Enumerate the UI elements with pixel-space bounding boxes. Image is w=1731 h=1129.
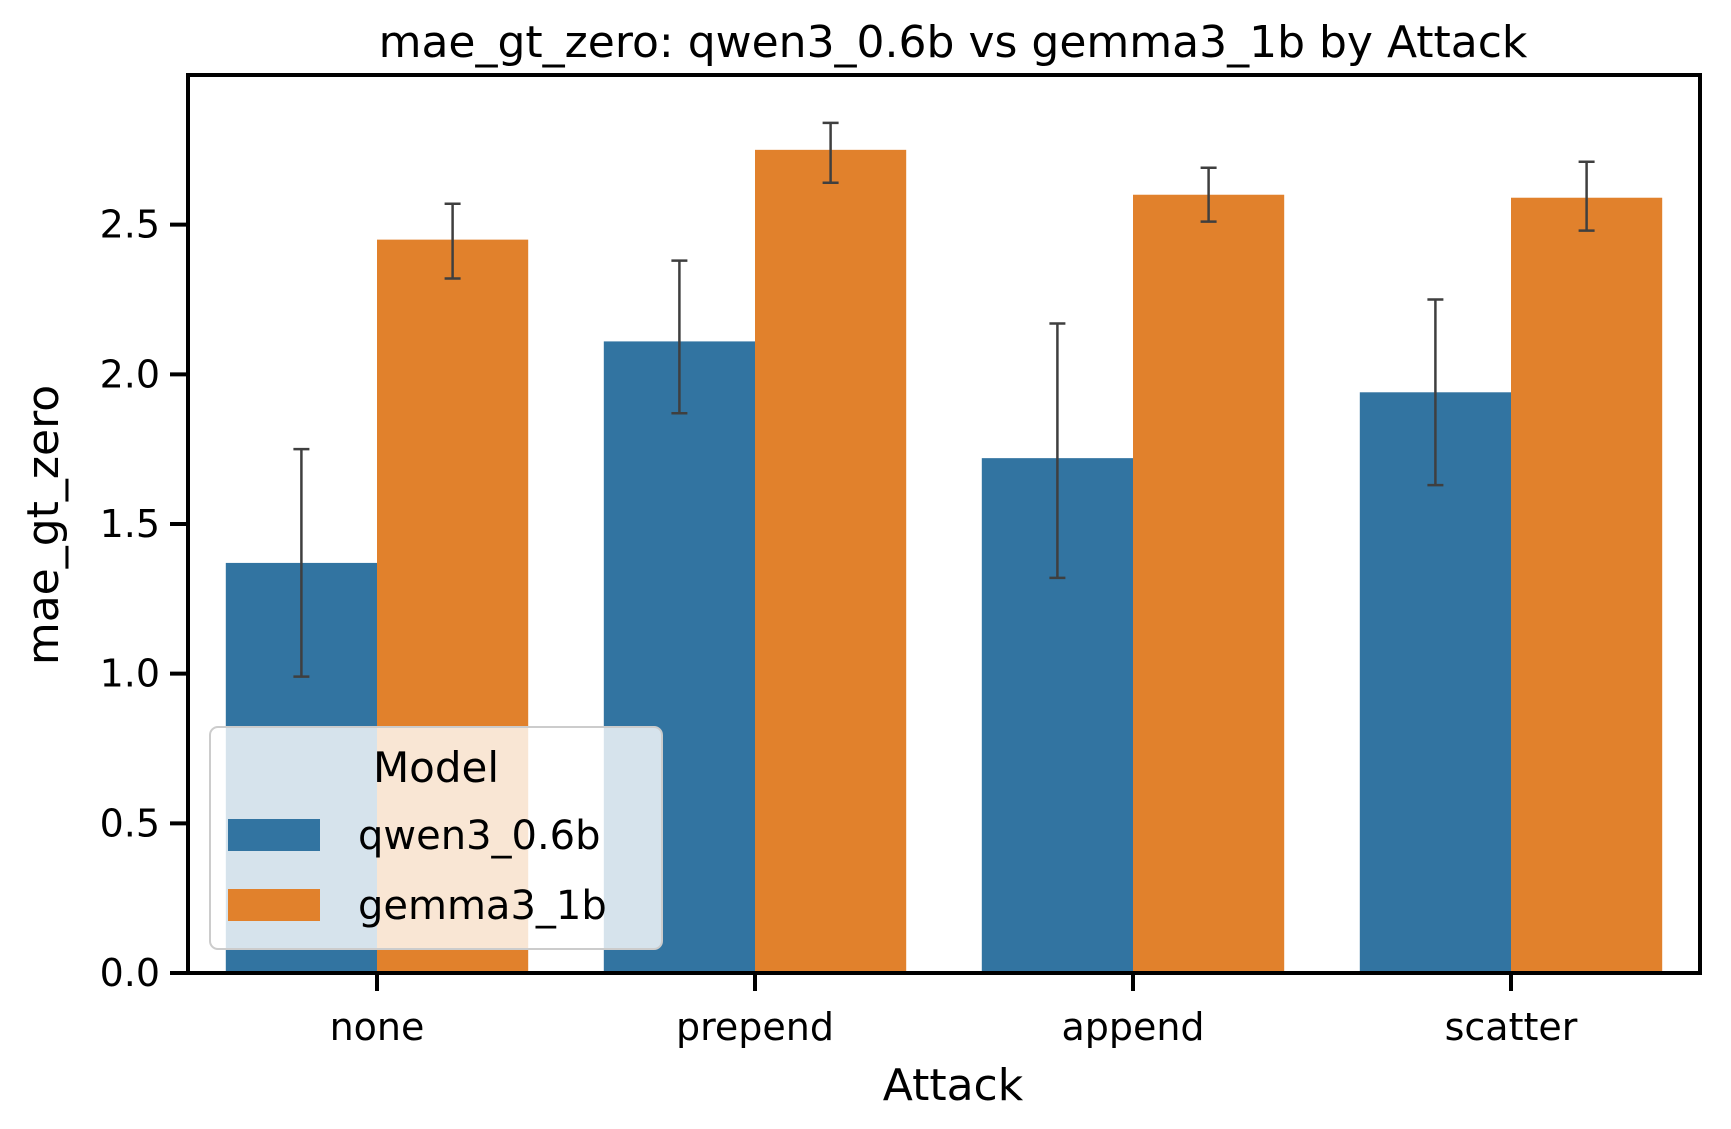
y-tick-label: 1.0: [100, 652, 160, 696]
x-tick-label-none: none: [330, 1005, 425, 1049]
legend: Model qwen3_0.6b gemma3_1b: [209, 726, 663, 950]
error-bar-qwen3_0.6b-scatter: [1427, 298, 1444, 487]
bar-gemma3_1b-scatter: [1511, 197, 1663, 973]
legend-swatch-qwen3_0.6b: [228, 819, 320, 851]
legend-box: [209, 726, 663, 950]
error-bar-gemma3_1b-scatter: [1578, 160, 1595, 232]
error-bar-qwen3_0.6b-none: [293, 447, 310, 678]
bar-gemma3_1b-append: [1133, 194, 1285, 973]
legend-swatch-gemma3_1b: [228, 889, 320, 921]
axes-layer: 0.0 0.5 1.0 1.5 2.0 2.5 none prepend append scatt…: [100, 73, 1702, 1049]
y-axis-label: mae_gt_zero: [18, 385, 69, 665]
legend-label-gemma3_1b: gemma3_1b: [358, 883, 607, 929]
error-bar-qwen3_0.6b-prepend: [671, 259, 688, 415]
x-tick-label-scatter: scatter: [1445, 1005, 1578, 1049]
x-axis-label: Attack: [883, 1060, 1024, 1111]
x-tick-label-append: append: [1061, 1005, 1204, 1049]
legend-label-qwen3_0.6b: qwen3_0.6b: [358, 813, 601, 859]
error-bar-qwen3_0.6b-append: [1049, 322, 1066, 580]
y-tick-label: 2.0: [100, 352, 160, 396]
y-tick-label: 0.5: [100, 801, 160, 845]
y-tick-label: 1.5: [100, 502, 160, 546]
error-bar-gemma3_1b-append: [1200, 166, 1217, 223]
bar-qwen3_0.6b-scatter: [1359, 392, 1511, 973]
y-tick-label: 2.5: [100, 203, 160, 247]
x-tick-label-prepend: prepend: [676, 1005, 834, 1049]
y-tick-label: 0.0: [100, 951, 160, 995]
error-bars-layer: [293, 121, 1595, 678]
chart-title: mae_gt_zero: qwen3_0.6b vs gemma3_1b by …: [379, 17, 1528, 68]
legend-title: Model: [373, 743, 499, 792]
error-bar-gemma3_1b-none: [444, 202, 461, 280]
error-bar-gemma3_1b-prepend: [822, 121, 839, 185]
bar-gemma3_1b-prepend: [755, 149, 907, 974]
